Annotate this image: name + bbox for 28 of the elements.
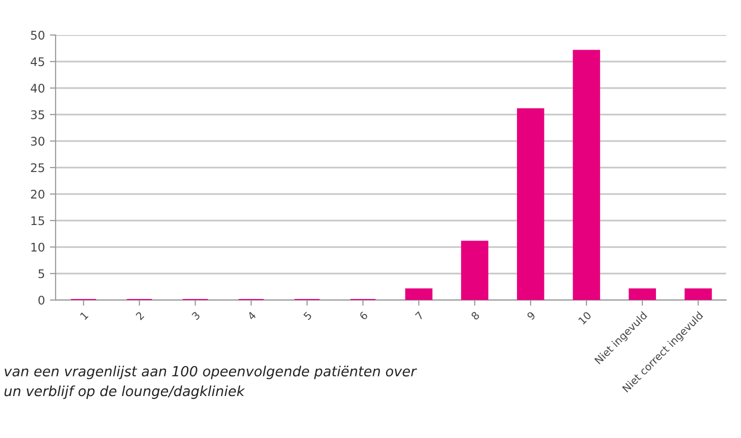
y-tick-label: 20 — [31, 190, 44, 199]
x-tick-label: 2 — [135, 311, 144, 320]
x-tick-label: 8 — [470, 311, 480, 320]
y-tick-label: 15 — [31, 216, 44, 226]
bar — [461, 240, 488, 300]
bar — [628, 288, 656, 300]
x-tick-label: 10 — [578, 311, 592, 325]
x-tick-label: 9 — [526, 311, 536, 320]
y-tick-label: 40 — [30, 84, 44, 93]
bar — [516, 108, 544, 300]
x-tick-label: 3 — [191, 311, 200, 320]
y-tick-label: 35 — [31, 110, 44, 120]
x-tick-label: 6 — [358, 311, 368, 320]
y-tick-label: 30 — [31, 136, 44, 146]
bar — [572, 50, 600, 300]
text: van een vragenlijst aan 100 opeenvolgende patiënten over un verblijf op de lounge/dagkliniek — [4, 366, 417, 399]
x-tick-label: 7 — [414, 311, 424, 320]
x-tick-label: 4 — [247, 311, 256, 320]
x-tick-label: 1 — [80, 311, 88, 320]
bar — [684, 288, 712, 300]
y-tick-label: 10 — [31, 242, 44, 252]
y-tick-label: 5 — [38, 269, 44, 278]
y-tick-label: 45 — [30, 57, 44, 66]
bar — [405, 288, 432, 300]
y-tick-label: 25 — [31, 163, 44, 172]
y-tick-label: 0 — [38, 296, 44, 305]
y-tick-label: 50 — [31, 30, 44, 40]
x-tick-label: 5 — [303, 311, 312, 320]
